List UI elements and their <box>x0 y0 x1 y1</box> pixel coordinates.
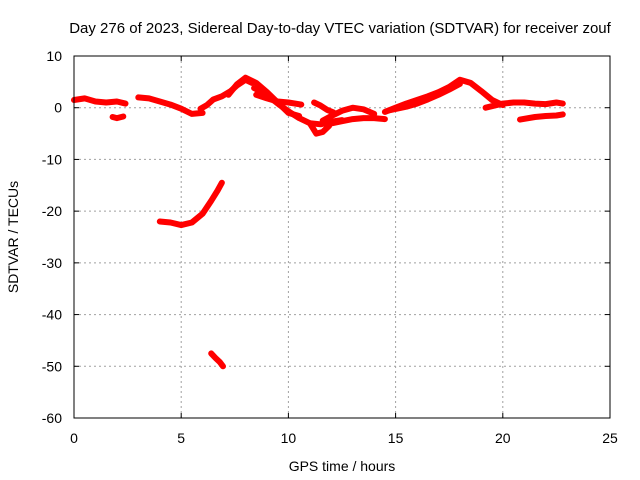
series-arc-1 <box>71 95 129 107</box>
data-series <box>71 74 566 370</box>
x-tick-label: 25 <box>602 430 618 446</box>
y-tick-label: -30 <box>42 255 62 271</box>
series-arc-9 <box>311 99 337 116</box>
x-axis-label: GPS time / hours <box>289 458 396 474</box>
y-tick-label: -10 <box>42 151 62 167</box>
series-arc-15 <box>517 111 566 123</box>
grid-lines <box>74 56 610 418</box>
x-tick-label: 10 <box>281 430 297 446</box>
series-arc-10 <box>319 104 378 124</box>
plot-frame <box>73 55 611 419</box>
x-tick-label: 5 <box>177 430 185 446</box>
chart-title: Day 276 of 2023, Sidereal Day-to-day VTE… <box>69 20 611 37</box>
y-tick-label: -40 <box>42 307 62 323</box>
series-arc-16 <box>156 179 225 229</box>
series-arc-8 <box>306 120 333 137</box>
axis-ticks <box>73 55 611 419</box>
y-axis-label: SDTVAR / TECUs <box>5 181 21 293</box>
y-tick-label: 10 <box>46 48 62 64</box>
x-tick-label: 20 <box>495 430 511 446</box>
series-arc-13 <box>386 80 463 114</box>
y-tick-label: -60 <box>42 410 62 426</box>
series-arc-11 <box>324 115 388 128</box>
series-arc-2 <box>109 113 127 122</box>
series-arc-7 <box>253 91 305 108</box>
y-tick-label: 0 <box>54 100 62 116</box>
tick-labels: 0 5 10 15 20 25 10 0 -10 -20 -30 -40 -50 -60 <box>42 48 618 446</box>
series-arc-14 <box>482 99 566 111</box>
series-arc-3 <box>135 94 206 117</box>
x-tick-label: 15 <box>388 430 404 446</box>
y-tick-label: -50 <box>42 358 62 374</box>
y-tick-label: -20 <box>42 203 62 219</box>
x-tick-label: 0 <box>70 430 78 446</box>
series-arc-17 <box>208 350 226 370</box>
